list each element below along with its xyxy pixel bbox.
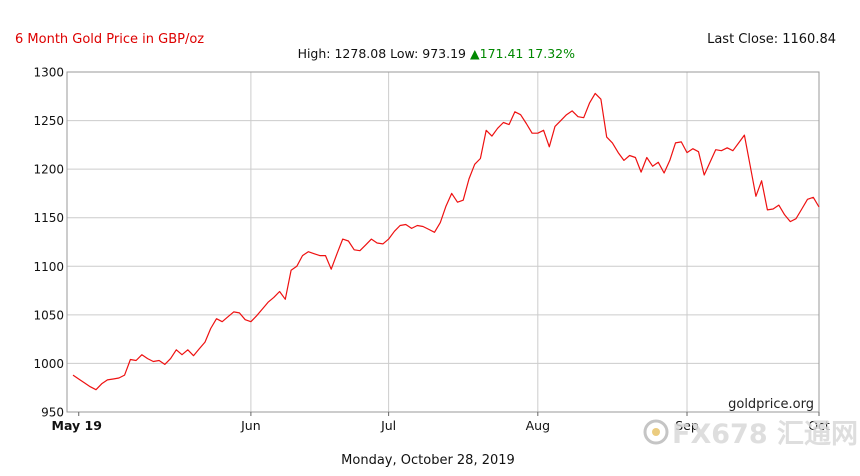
y-tick-label: 1200 [33, 163, 64, 177]
high-low-stats: High: 1278.08 Low: 973.19 [298, 46, 466, 61]
watermark-text: FX678 汇通网 [672, 419, 858, 450]
x-tick-label: Jul [380, 418, 396, 433]
watermark-logo-icon [643, 419, 669, 445]
x-axis: May 19 Jun Jul Aug Sep Oct [52, 412, 830, 433]
plot-area [66, 71, 820, 413]
chart-title: 6 Month Gold Price in GBP/oz [15, 32, 204, 47]
y-tick-label: 1250 [33, 114, 64, 128]
x-tick-label: Oct [808, 418, 830, 433]
watermark-logo-dot-icon [652, 428, 660, 436]
y-tick-label: 950 [41, 406, 64, 420]
price-series-line [72, 92, 820, 391]
source-credit: goldprice.org [728, 397, 814, 412]
watermark: FX678 汇通网 [643, 419, 858, 450]
last-close: Last Close: 1160.84 [707, 32, 836, 47]
change-stats: ▲171.41 17.32% [470, 46, 575, 61]
y-tick-label: 1150 [33, 211, 64, 225]
x-tick-label: Jun [240, 418, 261, 433]
footer-date: Monday, October 28, 2019 [341, 453, 515, 468]
y-tick-label: 1000 [33, 357, 64, 371]
x-tick-label: Sep [675, 418, 699, 433]
y-tick-label: 1050 [33, 308, 64, 322]
y-axis: 950 1000 1050 1100 1150 1200 1250 1300 [33, 66, 64, 420]
x-tick-label: Aug [526, 418, 550, 433]
x-tick-label: May 19 [52, 418, 102, 433]
y-tick-label: 1300 [33, 66, 64, 80]
y-tick-label: 1100 [33, 260, 64, 274]
grid [67, 71, 820, 413]
